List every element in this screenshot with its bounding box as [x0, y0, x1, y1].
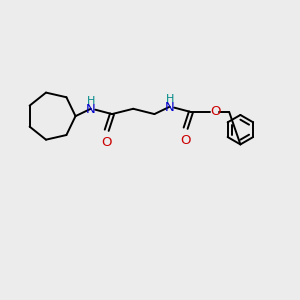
Text: H: H: [166, 94, 174, 104]
Text: H: H: [87, 96, 95, 106]
Text: O: O: [180, 134, 190, 146]
Text: O: O: [101, 136, 111, 148]
Text: N: N: [165, 101, 175, 114]
Text: O: O: [210, 105, 220, 118]
Text: N: N: [86, 103, 96, 116]
